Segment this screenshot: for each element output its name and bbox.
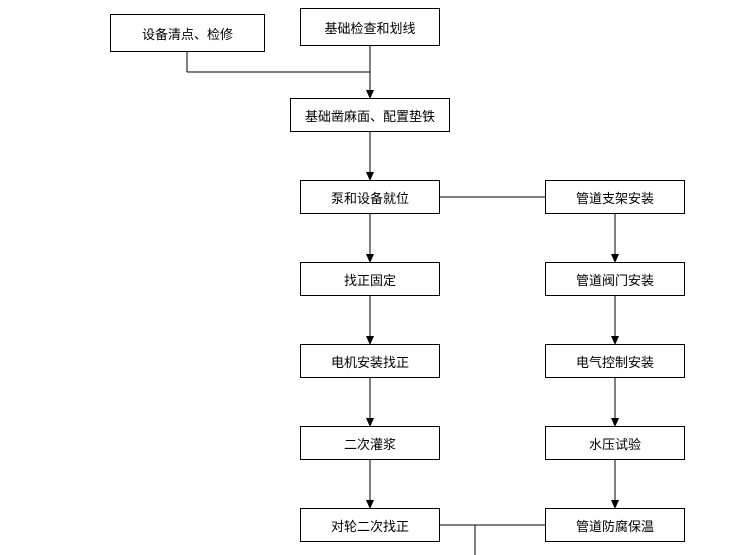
node-label: 设备清点、检修 — [142, 24, 233, 43]
node-label: 水压试验 — [589, 434, 641, 453]
edge-e_ins_left_down — [475, 525, 545, 555]
node-label: 电机安装找正 — [331, 352, 409, 371]
node-label: 基础凿麻面、配置垫铁 — [305, 106, 435, 125]
node-label: 二次灌浆 — [344, 434, 396, 453]
node-base-chisel: 基础凿麻面、配置垫铁 — [290, 98, 450, 132]
node-wheel-align: 对轮二次找正 — [300, 508, 440, 542]
node-elec-control: 电气控制安装 — [545, 344, 685, 378]
node-label: 电气控制安装 — [576, 352, 654, 371]
node-base-inspect: 基础检查和划线 — [300, 8, 440, 46]
node-equip-check: 设备清点、检修 — [110, 14, 265, 52]
node-hydro-test: 水压试验 — [545, 426, 685, 460]
node-second-grout: 二次灌浆 — [300, 426, 440, 460]
node-pipe-valve: 管道阀门安装 — [545, 262, 685, 296]
node-label: 管道阀门安装 — [576, 270, 654, 289]
node-label: 找正固定 — [344, 270, 396, 289]
node-pump-position: 泵和设备就位 — [300, 180, 440, 214]
node-pipe-insulate: 管道防腐保温 — [545, 508, 685, 542]
node-label: 管道支架安装 — [576, 188, 654, 207]
node-label: 对轮二次找正 — [331, 516, 409, 535]
node-pipe-support: 管道支架安装 — [545, 180, 685, 214]
node-label: 基础检查和划线 — [324, 18, 415, 37]
node-align-fix: 找正固定 — [300, 262, 440, 296]
node-motor-install: 电机安装找正 — [300, 344, 440, 378]
node-label: 泵和设备就位 — [331, 188, 409, 207]
node-label: 管道防腐保温 — [576, 516, 654, 535]
